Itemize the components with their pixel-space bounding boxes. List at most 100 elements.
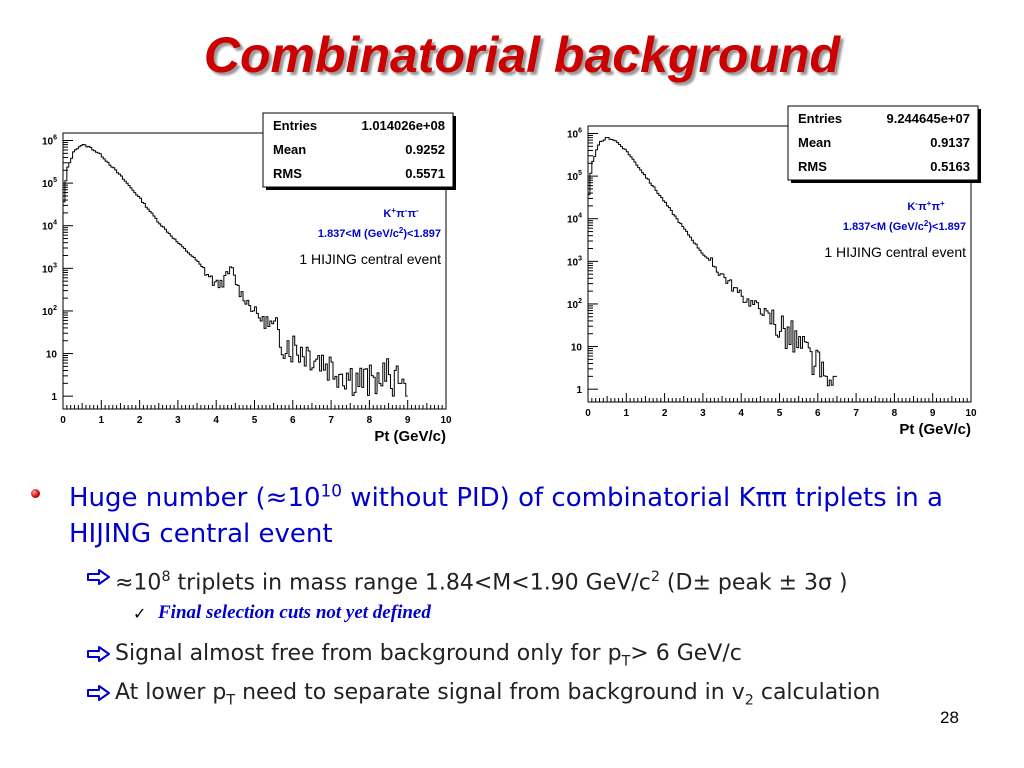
y-tick-exponent: 3 <box>53 262 57 269</box>
stats-value: 0.9137 <box>930 135 970 150</box>
stats-box <box>787 105 979 181</box>
stats-key: Entries <box>273 118 317 133</box>
y-tick-label: 102 <box>42 305 57 318</box>
y-tick-label: 105 <box>42 177 57 190</box>
x-tick-label: 4 <box>738 408 744 419</box>
y-tick-base: 10 <box>42 307 54 318</box>
y-tick-label: 104 <box>42 220 57 233</box>
arrow-right-icon <box>87 685 110 701</box>
y-tick-base: 10 <box>42 222 54 233</box>
arrow-right-icon <box>87 569 110 585</box>
y-tick-exponent: 4 <box>53 220 57 227</box>
y-tick-base: 10 <box>42 179 54 190</box>
y-tick-exponent: 5 <box>53 177 57 184</box>
bullet-sub-3: At lower pT need to separate signal from… <box>115 680 881 709</box>
y-tick-base: 10 <box>567 130 579 141</box>
stats-value: 0.9252 <box>405 142 445 157</box>
page-number: 28 <box>940 708 959 727</box>
x-tick-label: 7 <box>328 415 334 426</box>
stats-value: 1.014026e+08 <box>361 118 445 133</box>
x-tick-label: 10 <box>965 408 977 419</box>
legend-exponent: 2 <box>399 226 404 235</box>
x-tick-label: 8 <box>892 408 898 419</box>
legend-charge: - <box>416 206 419 215</box>
x-tick-label: 0 <box>60 415 66 426</box>
legend-line-1: K+ π- π- <box>383 206 419 220</box>
slide-title: Combinatorial background <box>203 27 841 83</box>
y-tick-base: 10 <box>42 264 54 275</box>
y-tick-base: 10 <box>567 300 579 311</box>
stats-key: Mean <box>798 135 831 150</box>
x-tick-label: 2 <box>137 415 143 426</box>
stats-key: RMS <box>273 166 302 181</box>
y-tick-label: 102 <box>567 298 582 311</box>
y-tick-label: 1 <box>576 385 582 396</box>
x-tick-label: 3 <box>700 408 706 419</box>
bullet-list: Huge number (≈1010 without PID) of combi… <box>0 470 1024 760</box>
legend-charge: + <box>391 206 396 215</box>
x-tick-label: 2 <box>662 408 668 419</box>
legend-charge: - <box>405 206 408 215</box>
x-tick-label: 10 <box>440 415 452 426</box>
legend-particle: π <box>932 201 941 213</box>
x-tick-label: 8 <box>367 415 373 426</box>
checkmark-icon: ✓ <box>133 604 147 623</box>
x-tick-label: 4 <box>213 415 219 426</box>
legend-line-2: 1.837<M (GeV/c2)<1.897 <box>318 226 441 240</box>
histogram-series <box>588 137 837 387</box>
legend-particle: π <box>396 208 405 220</box>
y-tick-exponent: 5 <box>578 170 582 177</box>
x-tick-label: 5 <box>777 408 783 419</box>
bullet-sub-2: Signal almost free from background only … <box>115 641 742 670</box>
x-tick-label: 1 <box>624 408 630 419</box>
legend-line-1: K- π+ π+ <box>907 199 945 213</box>
x-tick-label: 5 <box>252 415 258 426</box>
arrow-right-icon <box>87 646 110 662</box>
x-tick-label: 9 <box>930 408 936 419</box>
y-tick-base: 10 <box>567 257 579 268</box>
y-tick-exponent: 3 <box>578 255 582 262</box>
legend-text-b: )<1.897 <box>928 221 966 233</box>
bullet-dot-icon <box>31 489 40 498</box>
y-tick-label: 1 <box>51 392 57 403</box>
y-tick-label: 10 <box>46 350 58 361</box>
y-tick-label: 10 <box>571 343 583 354</box>
bullet-main-text: Huge number (≈1010 without PID) of combi… <box>69 480 943 549</box>
legend-text-a: 1.837<M (GeV/c <box>843 221 924 233</box>
stats-key: Mean <box>273 142 306 157</box>
legend-line-2: 1.837<M (GeV/c2)<1.897 <box>843 219 966 233</box>
bullet-main: Huge number (≈1010 without PID) of combi… <box>69 472 969 552</box>
legend-text-b: )<1.897 <box>403 228 441 240</box>
histogram-series <box>63 143 408 397</box>
legend-charge: - <box>915 199 918 208</box>
x-tick-label: 6 <box>815 408 821 419</box>
x-tick-label: 0 <box>585 408 591 419</box>
x-axis-label: Pt (GeV/c) <box>374 428 446 445</box>
legend-particle: π <box>408 208 417 220</box>
stats-value: 0.5163 <box>930 159 970 174</box>
y-tick-base: 10 <box>567 215 579 226</box>
annotation-text: 1 HIJING central event <box>299 251 441 267</box>
legend-charge: + <box>940 199 945 208</box>
y-tick-label: 105 <box>567 170 582 183</box>
y-tick-label: 103 <box>567 255 582 268</box>
y-tick-label: 106 <box>42 135 57 148</box>
bullet-sub-1: ≈108 triplets in mass range 1.84<M<1.90 … <box>115 569 848 596</box>
stats-value: 9.244645e+07 <box>886 111 970 126</box>
y-tick-exponent: 6 <box>578 128 582 135</box>
x-tick-label: 9 <box>405 415 411 426</box>
y-tick-base: 10 <box>567 172 579 183</box>
legend-charge: + <box>927 199 932 208</box>
stats-box <box>262 112 454 188</box>
legend-particle: K <box>907 201 915 213</box>
y-tick-label: 103 <box>42 262 57 275</box>
stats-key: RMS <box>798 159 827 174</box>
y-tick-base: 10 <box>42 137 54 148</box>
x-axis-label: Pt (GeV/c) <box>899 421 971 438</box>
legend-particle: K <box>383 208 391 220</box>
bullet-sub-sub-1: Final selection cuts not yet defined <box>158 602 431 623</box>
legend-particle: π <box>918 201 927 213</box>
x-tick-label: 7 <box>853 408 859 419</box>
